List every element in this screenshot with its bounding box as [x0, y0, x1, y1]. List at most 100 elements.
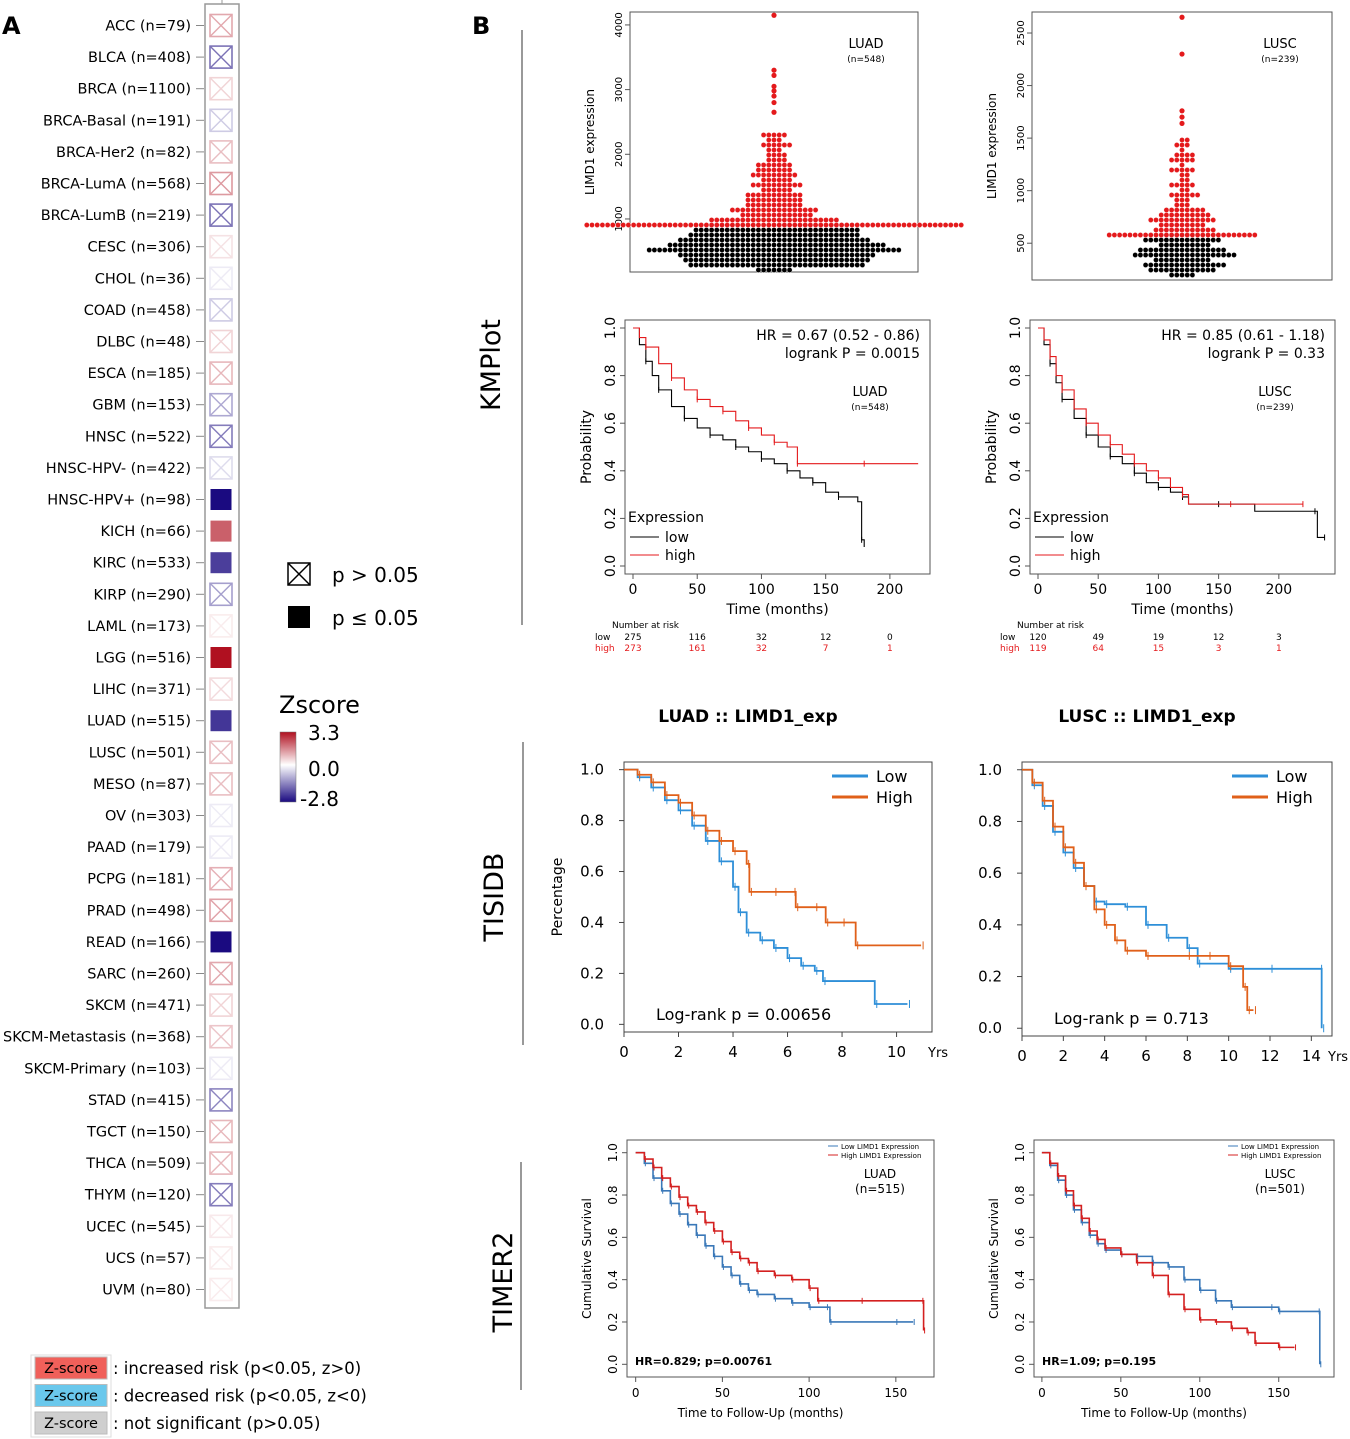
sample-dot: [875, 242, 881, 248]
sample-dot: [1200, 242, 1206, 248]
sample-dot: [792, 222, 798, 228]
sample-dot: [755, 167, 762, 173]
sig-label: p ≤ 0.05: [332, 606, 419, 630]
sample-dot: [792, 172, 798, 178]
sample-dot: [786, 177, 793, 183]
sample-dot-outlier: [771, 99, 777, 106]
sample-dot: [766, 262, 772, 268]
sample-dot: [885, 247, 892, 253]
sample-dot-outlier: [1179, 114, 1185, 120]
sample-dot: [1210, 252, 1216, 258]
risk-table-header: Number at risk: [1017, 621, 1085, 631]
sample-dot: [662, 247, 668, 253]
plot-frame: [1031, 11, 1333, 281]
sample-dot: [760, 247, 767, 253]
sample-dot: [786, 267, 793, 273]
sample-dot: [823, 217, 829, 223]
sample-dot: [750, 192, 757, 198]
sample-dot: [1205, 227, 1211, 233]
sample-dot: [760, 232, 767, 238]
y-tick-label: 1000: [614, 206, 625, 231]
sample-dot: [750, 172, 757, 178]
sample-dot: [755, 242, 762, 248]
y-tick-label: 0.6: [1008, 412, 1024, 434]
sample-dot: [859, 252, 866, 258]
sample-dot: [740, 232, 746, 238]
survival-curve-Low: [624, 768, 908, 1005]
sample-dot: [1148, 232, 1154, 238]
sample-dot: [1158, 227, 1164, 233]
sample-dot: [870, 222, 876, 228]
legend-label: High LIMD1 Expression: [841, 1152, 921, 1160]
sample-dot: [1189, 237, 1196, 243]
x-tick-label: 100: [1145, 582, 1172, 598]
sample-dot: [1168, 252, 1175, 258]
sample-dot: [792, 227, 798, 233]
sample-dot: [838, 232, 845, 238]
sample-dot: [760, 182, 767, 188]
sample-dot: [932, 222, 939, 228]
sample-dot: [594, 222, 601, 228]
sample-dot: [1163, 232, 1170, 238]
sample-dot: [797, 212, 803, 218]
sample-dot: [750, 247, 757, 253]
sample-dot: [776, 132, 783, 138]
sample-dot: [766, 197, 772, 203]
heatmap-cell-cross: [209, 740, 233, 764]
cancer-type-label: BRCA-Basal (n=191): [43, 113, 191, 129]
cancer-type-label: PAAD (n=179): [87, 840, 191, 856]
sample-dot: [755, 237, 762, 243]
sample-dot: [802, 212, 809, 218]
sample-dot: [776, 207, 783, 213]
y-tick-label: 0.0: [1013, 1355, 1027, 1374]
sample-dot: [854, 252, 861, 258]
sample-dot: [755, 252, 762, 258]
sample-dot: [1184, 172, 1190, 178]
dotplot-luad: 1000 2000 3000 4000 LIMD1 expression LUAD (n=5…: [583, 11, 965, 273]
sample-dot: [760, 252, 767, 258]
sample-dot: [688, 257, 694, 263]
sample-dot: [1179, 267, 1185, 273]
sample-dot: [771, 152, 777, 158]
sample-dot: [771, 137, 777, 143]
sample-dot: [734, 237, 741, 243]
sample-dot: [760, 237, 767, 243]
sample-dot: [1184, 192, 1190, 198]
sample-dot: [1168, 242, 1175, 248]
risk-value: 12: [820, 633, 831, 643]
sample-dot: [807, 262, 814, 268]
sample-dot: [724, 222, 731, 228]
sample-dot: [1215, 247, 1222, 253]
sample-dot: [807, 207, 814, 213]
sample-dot: [1194, 262, 1201, 268]
sample-dot: [771, 252, 777, 258]
sample-dot: [1189, 242, 1196, 248]
sample-dot: [1241, 232, 1248, 238]
x-tick-label: 150: [884, 1386, 907, 1400]
cancer-type-label: KIRC (n=533): [93, 556, 191, 572]
sample-dot: [849, 262, 855, 268]
sample-dot: [719, 247, 725, 253]
sample-dot: [693, 227, 699, 233]
heatmap-cell-cross: [209, 361, 233, 385]
sample-dot: [755, 212, 762, 218]
sample-dot: [734, 257, 741, 263]
sample-dot: [750, 257, 757, 263]
sample-dot: [1153, 252, 1159, 258]
sample-dot: [833, 227, 840, 233]
sample-dot: [833, 222, 840, 228]
cancer-type-label: READ (n=166): [86, 935, 191, 951]
sample-dot: [844, 262, 850, 268]
sample-dot: [781, 222, 788, 228]
sample-dot: [656, 247, 663, 253]
sample-dot: [760, 132, 767, 138]
sample-dot: [682, 247, 689, 253]
sample-dot: [797, 222, 803, 228]
sample-dot: [786, 232, 793, 238]
sample-dot: [766, 192, 772, 198]
risk-row-label: high: [1000, 644, 1020, 654]
cohort-n-label: (n=515): [855, 1182, 905, 1196]
cancer-type-label: THYM (n=120): [84, 1188, 191, 1204]
sample-dot: [1200, 267, 1206, 273]
